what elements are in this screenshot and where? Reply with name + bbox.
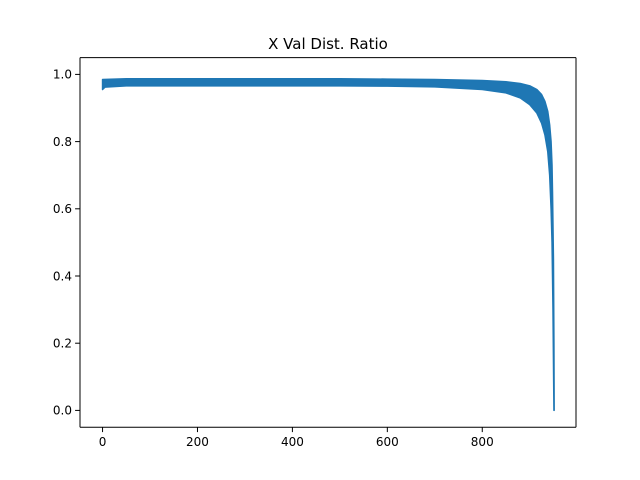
- plot-area: [80, 57, 576, 428]
- y-tick-label-3: 0.6: [53, 202, 72, 216]
- y-tick-label-2: 0.4: [53, 269, 72, 283]
- x-tick-label-1: 200: [186, 435, 209, 449]
- chart-title: X Val Dist. Ratio: [268, 35, 388, 53]
- y-tick-label-0: 0.0: [53, 404, 72, 418]
- x-tick-label-2: 400: [281, 435, 304, 449]
- x-tick-label-3: 600: [376, 435, 399, 449]
- y-tick-label-1: 0.2: [53, 337, 72, 351]
- y-tick-label-5: 1.0: [53, 68, 72, 82]
- series-layer: [101, 78, 555, 412]
- x-tick-label-4: 800: [471, 435, 494, 449]
- y-tick-label-4: 0.8: [53, 135, 72, 149]
- x-tick-label-0: 0: [99, 435, 107, 449]
- axes-layer: 0 200 400 600 800 0.0 0.2 0.4 0.6 0.8 1.0: [53, 57, 577, 449]
- series-line-0: [101, 78, 555, 412]
